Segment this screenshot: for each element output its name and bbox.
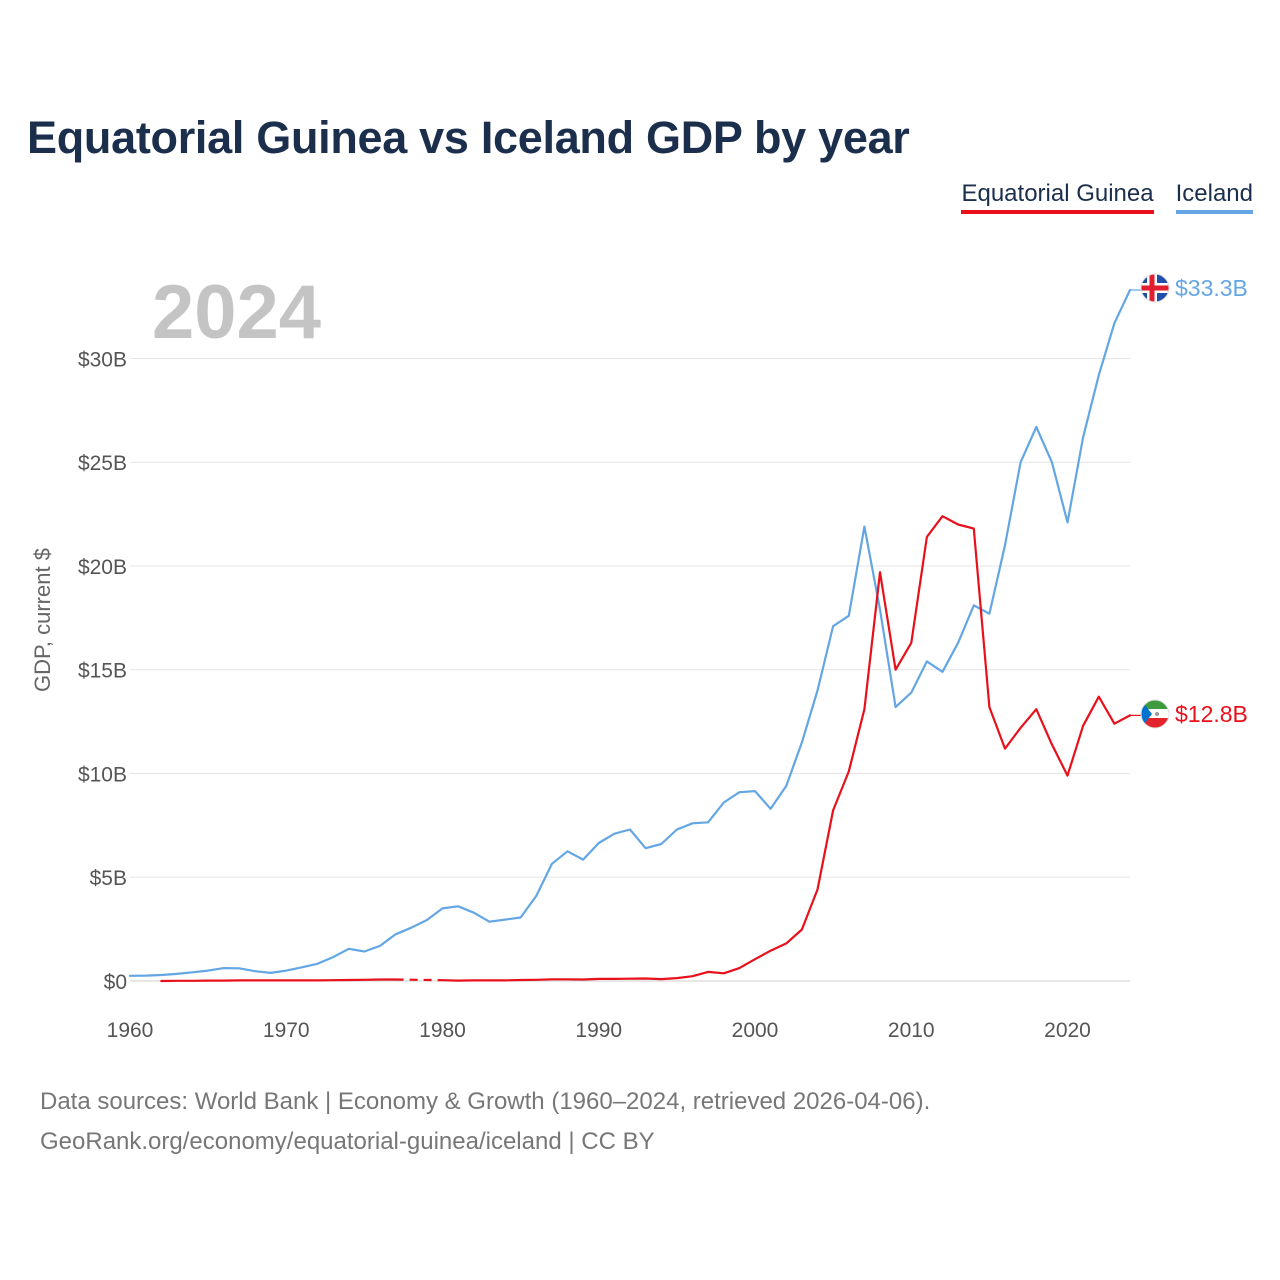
y-tick-label: $15B: [78, 660, 127, 683]
x-tick-label: 1980: [419, 1019, 466, 1042]
gdp-line-chart: $0$5B$10B$15B$20B$25B$30B 1960 1970 1980 19…: [30, 270, 1248, 1042]
x-tick-label: 1990: [575, 1019, 622, 1042]
iceland-end-value: $33.3B: [1175, 275, 1248, 301]
x-axis-ticks: 1960 1970 1980 1990 2000 2010 2020: [107, 1019, 1091, 1042]
x-tick-label: 2010: [888, 1019, 935, 1042]
y-tick-label: $10B: [78, 763, 127, 786]
source-line-1: Data sources: World Bank | Economy & Gro…: [40, 1088, 931, 1115]
series-lines: [128, 288, 1141, 983]
legend-item-iceland[interactable]: Iceland: [1175, 180, 1253, 214]
chart-title: Equatorial Guinea vs Iceland GDP by year: [27, 112, 910, 163]
x-tick-label: 2000: [732, 1019, 779, 1042]
y-tick-label: $25B: [78, 452, 127, 475]
source-line-2[interactable]: GeoRank.org/economy/equatorial-guinea/ic…: [40, 1128, 655, 1155]
y-axis-label: GDP, current $: [30, 548, 55, 692]
y-tick-label: $5B: [90, 867, 127, 890]
y-tick-label: $20B: [78, 556, 127, 579]
iceland-line[interactable]: [128, 288, 1132, 977]
source-note: Data sources: World Bank | Economy & Gro…: [40, 1082, 930, 1162]
equatorial-guinea-line[interactable]: [160, 978, 397, 983]
x-tick-label: 2020: [1044, 1019, 1091, 1042]
y-tick-label: $0: [104, 971, 127, 994]
equatorial-guinea-flag-icon: [1140, 699, 1170, 729]
iceland-flag-icon: [1140, 273, 1170, 303]
equatorial-guinea-end-value: $12.8B: [1175, 701, 1248, 727]
x-tick-label: 1970: [263, 1019, 310, 1042]
y-axis-ticks: $0 $5B $10B $15B $20B $25B $30B: [78, 348, 127, 994]
legend-item-equatorial-guinea[interactable]: Equatorial Guinea: [961, 180, 1154, 214]
gridlines: [130, 357, 1130, 982]
equatorial-guinea-gap-line: [395, 978, 443, 982]
x-tick-label: 1960: [107, 1019, 154, 1042]
y-tick-label: $30B: [78, 348, 127, 371]
legend: Equatorial Guinea Iceland: [961, 180, 1253, 214]
year-watermark: 2024: [152, 270, 321, 355]
equatorial-guinea-line[interactable]: [441, 515, 1132, 982]
